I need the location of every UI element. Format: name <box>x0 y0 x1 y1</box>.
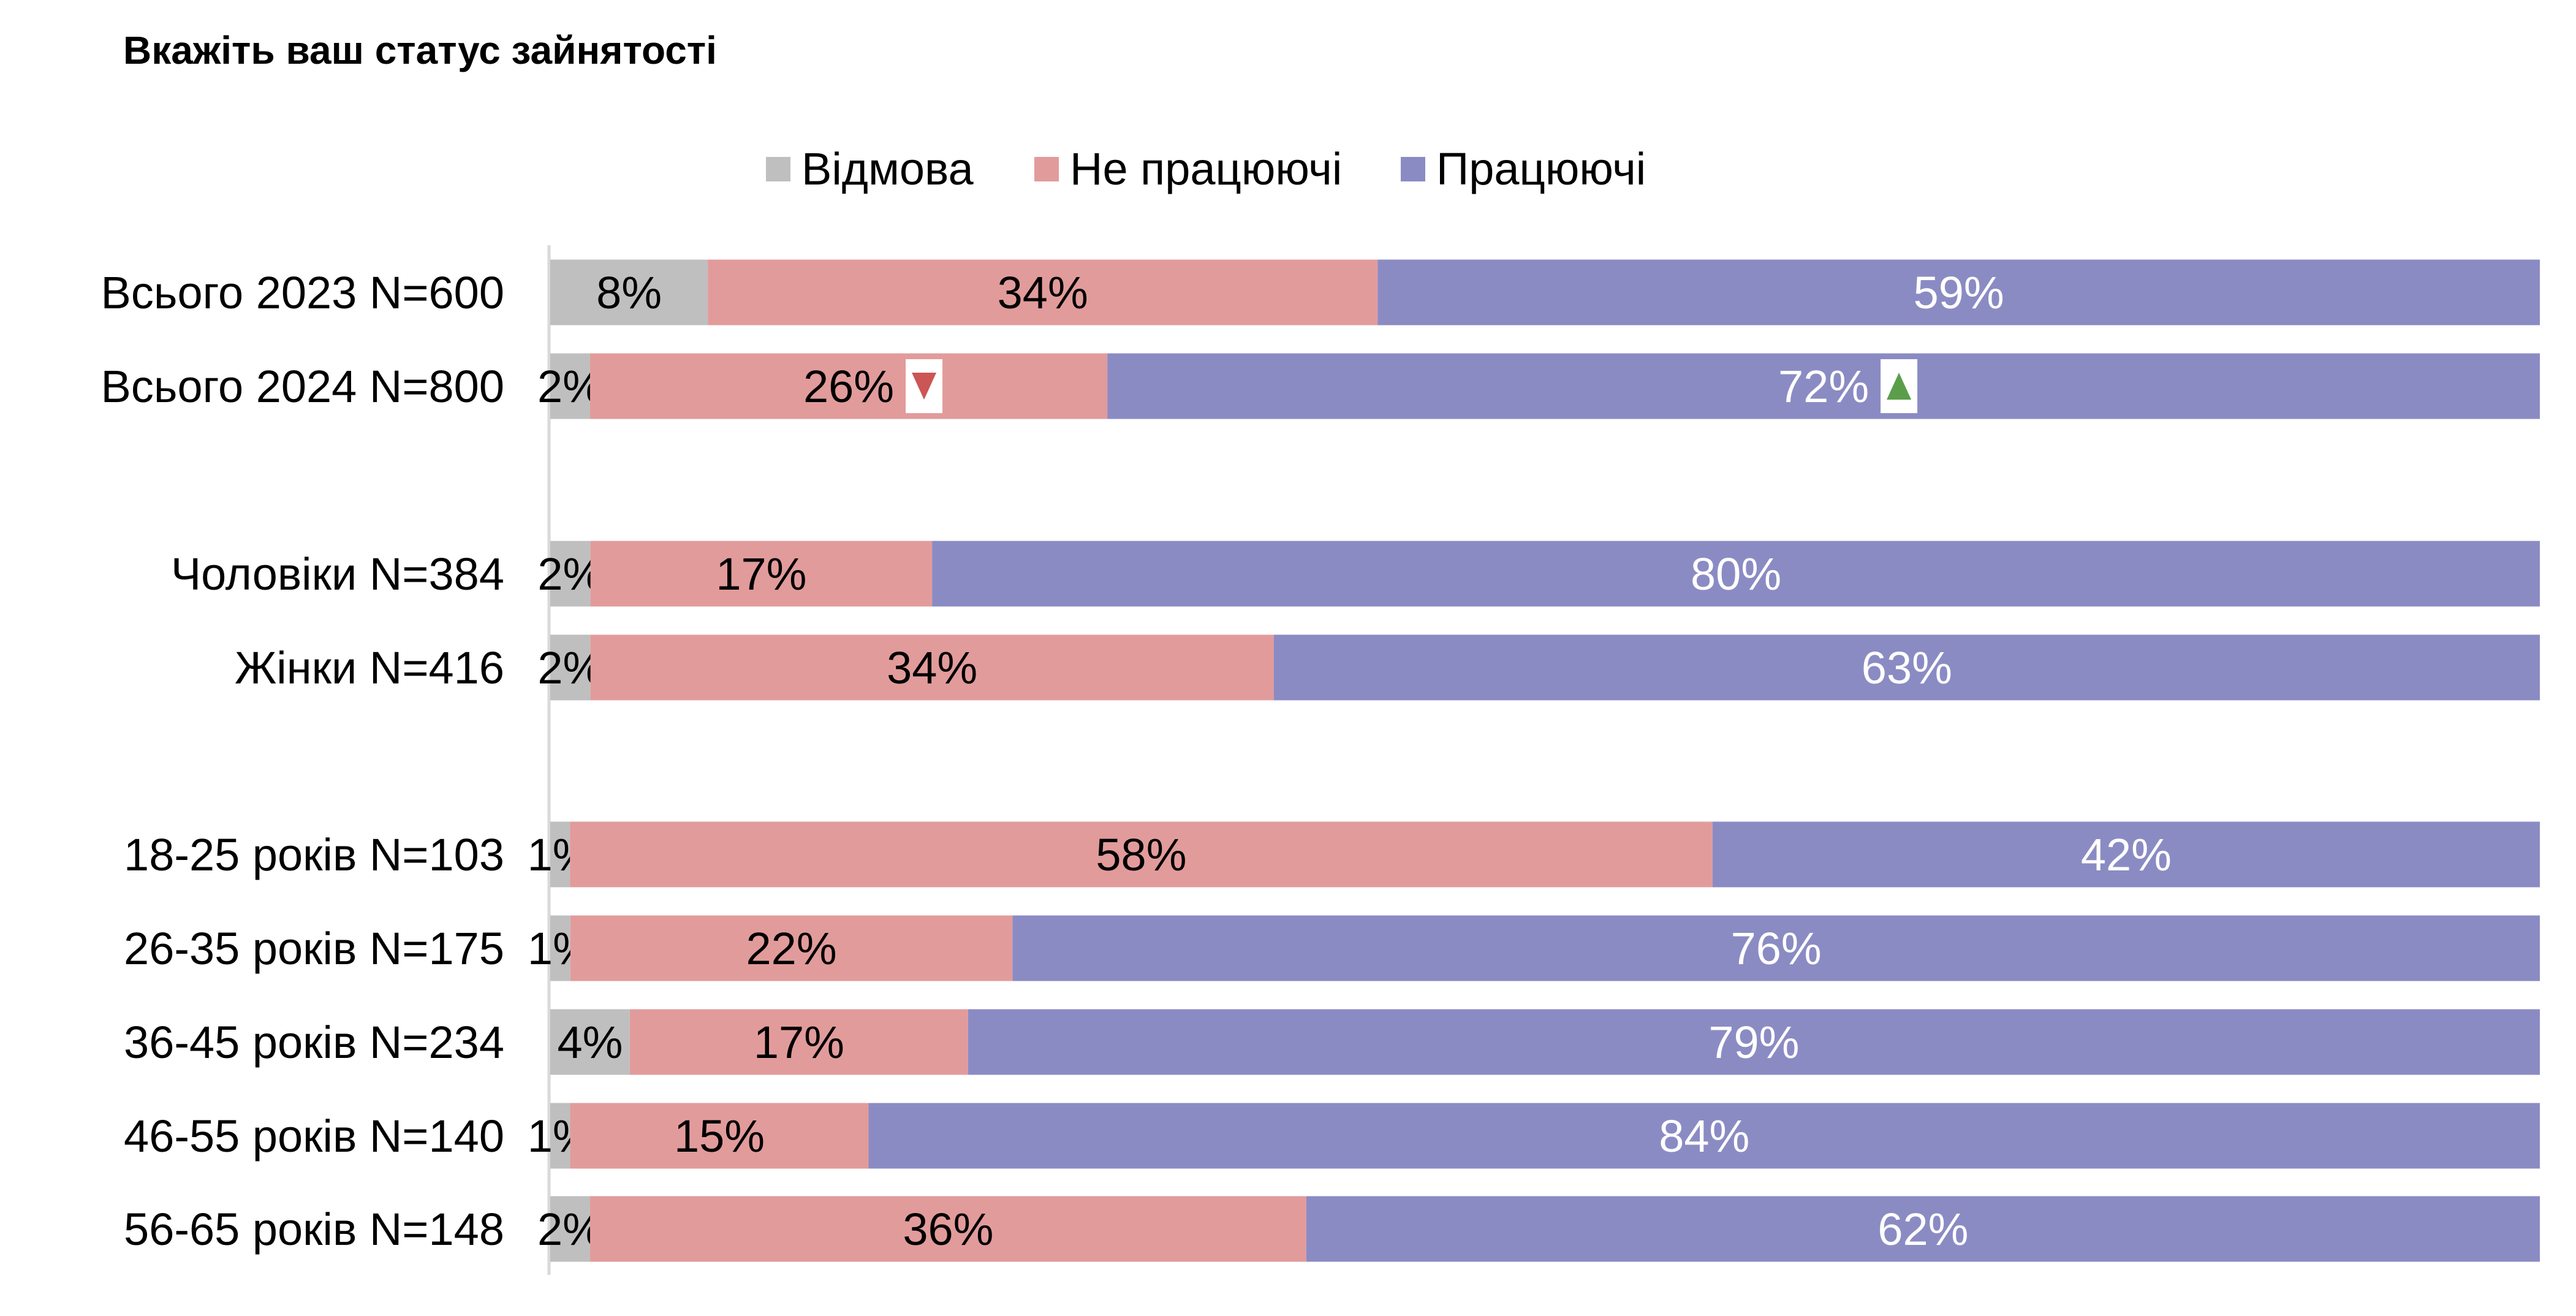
data-label: 34% <box>998 267 1088 318</box>
bar-segment <box>570 915 1013 981</box>
bar-segment <box>1306 1196 2540 1262</box>
bar-segment <box>968 1009 2540 1075</box>
bar-segment <box>1712 821 2540 888</box>
category-label: Жінки N=416 <box>235 642 504 693</box>
data-label: 36% <box>903 1204 993 1255</box>
category-label: Всього 2023 N=600 <box>101 267 504 318</box>
data-label: 15% <box>674 1111 765 1162</box>
data-label: 84% <box>1659 1111 1749 1162</box>
data-label: 17% <box>754 1017 844 1068</box>
bar-segment <box>589 353 1108 419</box>
bar-segment <box>590 634 1274 701</box>
bar-segment <box>570 821 1713 888</box>
trend-down-icon <box>912 373 937 400</box>
data-label: 26% <box>803 361 894 412</box>
data-label: 34% <box>887 642 977 693</box>
bar-segment <box>550 259 708 325</box>
category-label: 18-25 років N=103 <box>124 829 504 880</box>
bar-segment <box>550 1009 630 1075</box>
category-label: Всього 2024 N=800 <box>101 361 504 412</box>
legend-swatch-1 <box>1034 157 1059 181</box>
bar-segment <box>1012 915 2540 981</box>
bar-segment <box>570 1103 869 1169</box>
bar-segment <box>550 541 591 607</box>
chart-title: Вкажіть ваш статус зайнятості <box>123 28 717 72</box>
data-label: 22% <box>746 923 837 974</box>
legend-label-0: Відмова <box>801 143 974 194</box>
data-label: 79% <box>1708 1017 1799 1068</box>
bar-segment <box>590 541 933 607</box>
category-label: 56-65 років N=148 <box>124 1204 504 1255</box>
data-label: 17% <box>716 549 806 599</box>
bar-segment <box>1273 634 2540 701</box>
data-label: 42% <box>2081 829 2172 880</box>
bar-segment <box>1377 259 2540 325</box>
legend-label-2: Працюючі <box>1436 143 1646 194</box>
legend-swatch-2 <box>1401 157 1425 181</box>
data-label: 59% <box>1914 267 2004 318</box>
bar-segment <box>550 821 570 888</box>
bar-segment <box>1107 353 2540 419</box>
legend-swatch-0 <box>766 157 790 181</box>
bar-segment <box>589 1196 1306 1262</box>
bar-segment <box>868 1103 2540 1169</box>
category-label: Чоловіки N=384 <box>171 549 504 599</box>
category-label: 26-35 років N=175 <box>124 923 504 974</box>
data-label: 76% <box>1731 923 1822 974</box>
bar-segment <box>550 1103 570 1169</box>
data-label: 58% <box>1096 829 1186 880</box>
bar-segment <box>932 541 2540 607</box>
category-label: 36-45 років N=234 <box>124 1017 504 1068</box>
data-label: 80% <box>1691 549 1781 599</box>
data-label: 63% <box>1862 642 1952 693</box>
trend-up-icon <box>1887 373 1912 400</box>
legend-label-1: Не працюючі <box>1070 143 1342 194</box>
bar-segment <box>550 915 570 981</box>
bar-segment <box>708 259 1378 325</box>
data-label: 4% <box>557 1017 623 1068</box>
bar-segment <box>550 353 590 419</box>
data-label: 8% <box>596 267 662 318</box>
bar-segment <box>550 1196 590 1262</box>
bar-segment <box>629 1009 968 1075</box>
data-label: 62% <box>1877 1204 1968 1255</box>
data-label: 72% <box>1778 361 1869 412</box>
bar-segment <box>550 634 591 701</box>
category-label: 46-55 років N=140 <box>124 1111 504 1162</box>
